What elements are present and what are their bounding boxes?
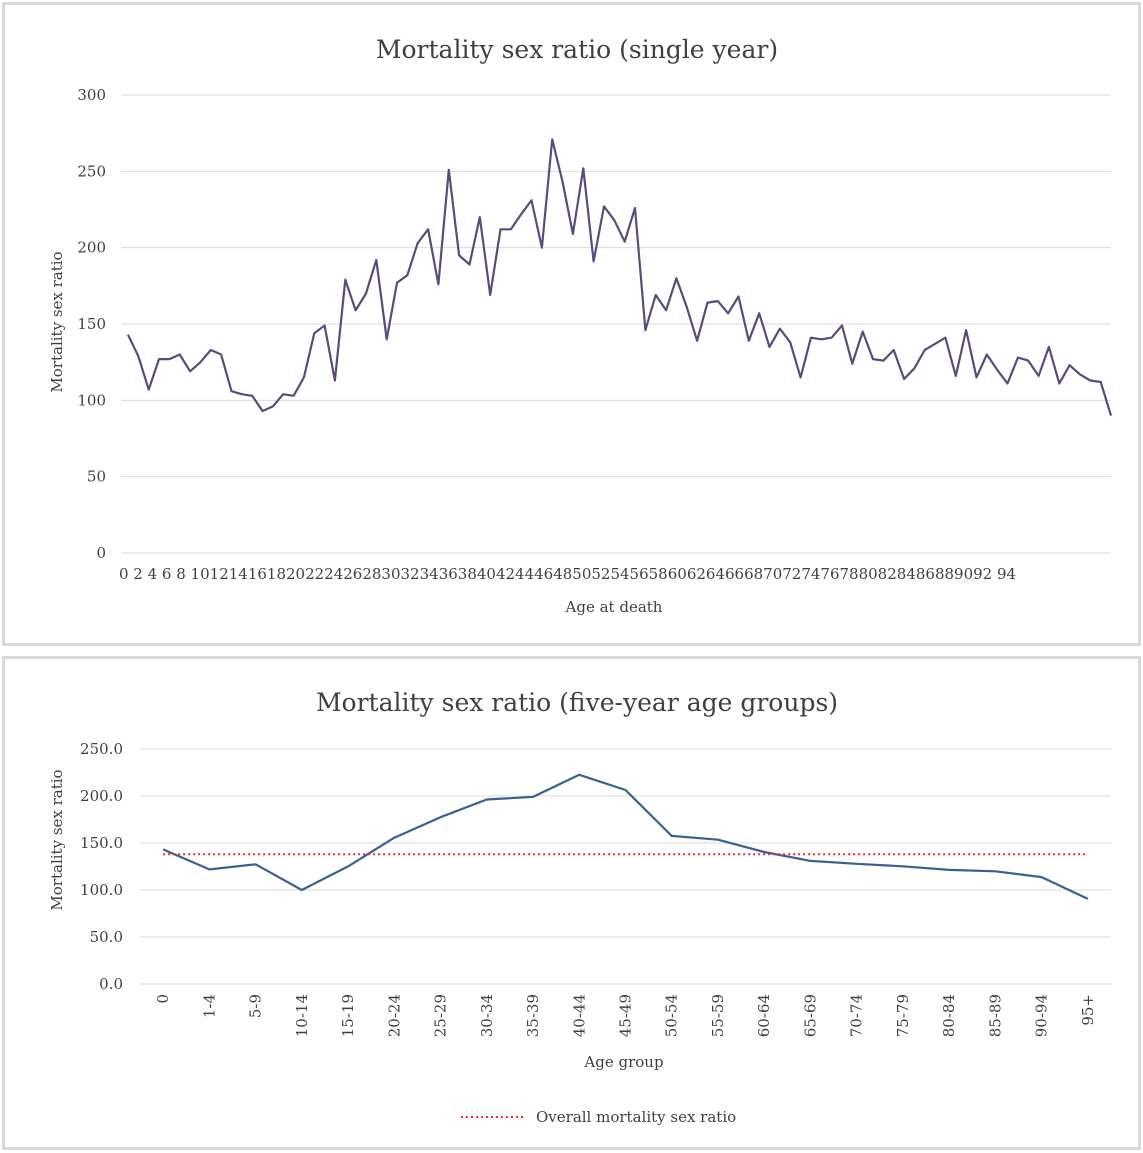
x-tick-label: 90-94: [1033, 994, 1051, 1037]
y-tick-label: 150.0: [80, 834, 123, 852]
x-tick-label: 10-14: [293, 994, 311, 1037]
x-tick-label: 20-24: [385, 994, 403, 1037]
y-tick-label: 100: [77, 391, 106, 409]
y-tick-label: 100.0: [80, 881, 123, 899]
x-tick-label: 35-39: [524, 994, 542, 1037]
five-year-chart-panel: Mortality sex ratio (five-year age group…: [2, 656, 1141, 1150]
x-tick-label: 5-9: [247, 994, 265, 1018]
five-year-chart: Mortality sex ratio (five-year age group…: [48, 688, 1111, 1126]
y-tick-label: 250.0: [80, 740, 123, 758]
x-tick-label: 75-79: [894, 994, 912, 1037]
x-tick-label: 25-29: [432, 994, 450, 1037]
x-axis-label: Age group: [583, 1053, 663, 1071]
x-tick-label: 85-89: [986, 994, 1004, 1037]
x-tick-label: 30-34: [478, 994, 496, 1037]
x-tick-label: 65-69: [802, 994, 820, 1037]
x-tick-labels: 0 1-4 5-9 10-14 15-19 20-24 25-29 30-34 35-39 40-…: [154, 994, 1097, 1037]
x-tick-label: 0: [154, 994, 172, 1004]
y-tick-label: 50.0: [90, 928, 123, 946]
y-tick-label: 0.0: [99, 975, 123, 993]
x-tick-label: 45-49: [617, 994, 635, 1037]
y-tick-label: 300: [77, 86, 106, 104]
x-tick-label: 80-84: [940, 994, 958, 1037]
y-tick-label: 0: [96, 544, 106, 562]
y-tick-labels: 0 50 100 150 200 250 300: [77, 86, 106, 562]
y-tick-labels: 0.0 50.0 100.0 150.0 200.0 250.0: [80, 740, 123, 993]
x-tick-label: 95+: [1079, 994, 1097, 1026]
gridlines: [121, 94, 1111, 554]
y-tick-label: 50: [87, 468, 106, 486]
y-tick-label: 200: [77, 239, 106, 257]
series-line: [162, 773, 1089, 900]
x-tick-label: 70-74: [848, 994, 866, 1037]
x-tick-label: 60-64: [755, 994, 773, 1037]
legend: Overall mortality sex ratio: [461, 1108, 736, 1126]
y-axis-label: Mortality sex ratio: [48, 251, 66, 392]
y-axis-label: Mortality sex ratio: [48, 769, 66, 910]
y-tick-label: 200.0: [80, 787, 123, 805]
x-tick-label: 50-54: [663, 994, 681, 1037]
chart-title: Mortality sex ratio (single year): [376, 35, 778, 64]
chart-title: Mortality sex ratio (five-year age group…: [316, 688, 838, 717]
x-tick-label: 1-4: [200, 994, 218, 1018]
legend-label-overall: Overall mortality sex ratio: [536, 1108, 736, 1126]
x-axis-label: Age at death: [565, 598, 663, 616]
series-line: [127, 138, 1113, 416]
x-tick-label-row: 0 2 4 6 8 101214161820222426283032343638…: [119, 565, 1016, 583]
y-tick-label: 150: [77, 315, 106, 333]
single-year-chart-panel: Mortality sex ratio (single year) 0 50 100…: [2, 2, 1141, 646]
gridlines: [140, 748, 1111, 985]
x-tick-label: 40-44: [570, 994, 588, 1037]
series-group: [127, 138, 1113, 416]
x-tick-label: 55-59: [709, 994, 727, 1037]
x-tick-label: 15-19: [339, 994, 357, 1037]
y-tick-label: 250: [77, 162, 106, 180]
single-year-chart: Mortality sex ratio (single year) 0 50 100…: [48, 35, 1113, 616]
series-group: [162, 773, 1089, 900]
